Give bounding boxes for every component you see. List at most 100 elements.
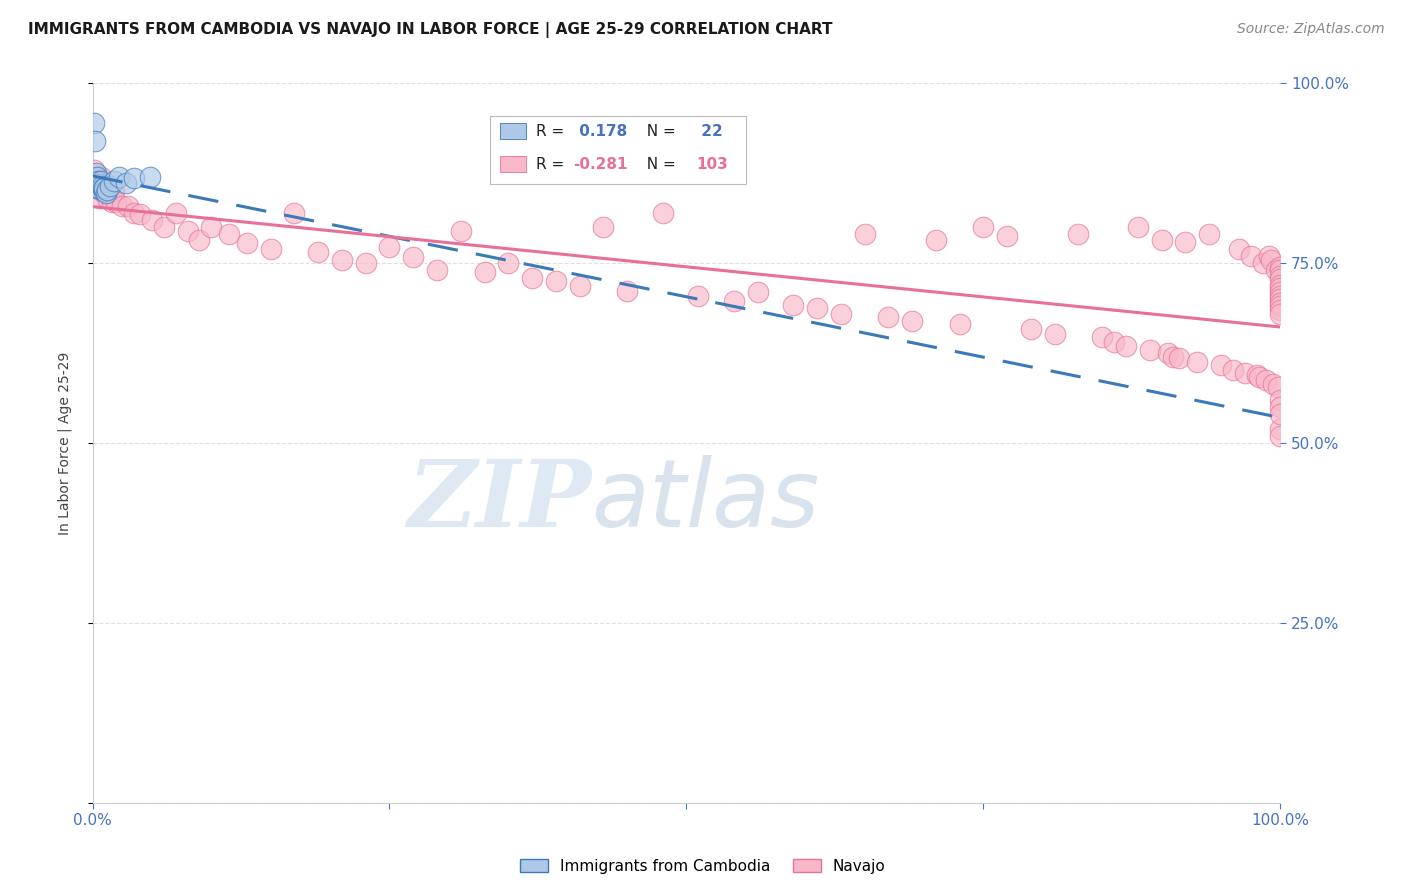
Point	[1270, 260, 1292, 274]
Point	[995, 228, 1018, 243]
Text: 0.178: 0.178	[574, 124, 627, 139]
Point	[152, 220, 174, 235]
Point	[723, 293, 745, 308]
Point	[1264, 263, 1286, 277]
Point	[877, 310, 900, 325]
Point	[1267, 380, 1289, 394]
Point	[111, 199, 134, 213]
Point	[616, 284, 638, 298]
Point	[86, 180, 108, 194]
Point	[592, 220, 614, 235]
Point	[103, 173, 125, 187]
Point	[830, 307, 852, 321]
Point	[1256, 373, 1278, 387]
Point	[520, 270, 543, 285]
Point	[901, 314, 924, 328]
Point	[283, 206, 305, 220]
Point	[1150, 233, 1173, 247]
Point	[1187, 355, 1209, 369]
Point	[651, 206, 673, 220]
Point	[96, 192, 118, 206]
Point	[200, 220, 222, 235]
Point	[1270, 281, 1292, 295]
Text: 22: 22	[696, 124, 723, 139]
Point	[96, 183, 118, 197]
Point	[1270, 429, 1292, 443]
Point	[103, 184, 125, 198]
Point	[1019, 322, 1042, 336]
Point	[378, 240, 401, 254]
Point	[107, 169, 129, 184]
Point	[87, 180, 110, 194]
Point	[1270, 302, 1292, 317]
Point	[1246, 368, 1268, 382]
Point	[1263, 377, 1285, 392]
Point	[402, 251, 425, 265]
Point	[330, 252, 353, 267]
Point	[1227, 242, 1250, 256]
Point	[806, 301, 828, 315]
Point	[86, 169, 108, 184]
Point	[84, 169, 107, 184]
Point	[782, 298, 804, 312]
Point	[1163, 350, 1185, 364]
Point	[498, 256, 520, 270]
Point	[450, 224, 472, 238]
FancyBboxPatch shape	[501, 156, 526, 172]
Point	[89, 192, 111, 206]
Point	[1270, 421, 1292, 435]
Text: Source: ZipAtlas.com: Source: ZipAtlas.com	[1237, 22, 1385, 37]
Point	[105, 195, 128, 210]
Point	[972, 220, 994, 235]
Point	[93, 177, 115, 191]
Point	[84, 166, 107, 180]
Point	[1174, 235, 1197, 249]
Text: N =: N =	[637, 157, 681, 172]
Point	[1209, 359, 1232, 373]
Point	[93, 184, 115, 198]
Point	[1270, 299, 1292, 313]
Point	[1043, 326, 1066, 341]
Text: -0.281: -0.281	[574, 157, 628, 172]
Point	[100, 195, 122, 210]
Point	[83, 162, 105, 177]
Point	[91, 180, 114, 194]
Point	[1126, 220, 1149, 235]
Point	[83, 116, 105, 130]
Point	[188, 233, 211, 247]
Point	[122, 206, 145, 220]
Point	[165, 206, 187, 220]
Point	[90, 169, 112, 184]
Point	[86, 177, 108, 191]
Point	[925, 233, 948, 247]
Point	[89, 177, 111, 191]
Point	[1260, 252, 1282, 267]
Point	[91, 178, 114, 193]
Legend: Immigrants from Cambodia, Navajo: Immigrants from Cambodia, Navajo	[515, 853, 891, 880]
Point	[260, 242, 283, 256]
Point	[544, 274, 567, 288]
Point	[90, 173, 112, 187]
Point	[747, 285, 769, 299]
Point	[87, 180, 110, 194]
Text: R =: R =	[536, 157, 568, 172]
Point	[1270, 400, 1292, 414]
Text: ZIP: ZIP	[408, 456, 592, 546]
Point	[1102, 335, 1125, 350]
Point	[1270, 272, 1292, 286]
FancyBboxPatch shape	[501, 123, 526, 139]
Point	[426, 263, 449, 277]
Point	[138, 169, 160, 184]
Point	[141, 213, 163, 227]
Point	[91, 184, 114, 198]
Point	[1270, 307, 1292, 321]
Text: atlas: atlas	[592, 455, 820, 546]
Point	[1270, 285, 1292, 299]
Point	[1233, 366, 1256, 380]
Text: N =: N =	[637, 124, 681, 139]
Point	[84, 177, 107, 191]
Point	[1091, 329, 1114, 343]
FancyBboxPatch shape	[491, 116, 745, 184]
Point	[83, 134, 105, 148]
Point	[1270, 288, 1292, 302]
